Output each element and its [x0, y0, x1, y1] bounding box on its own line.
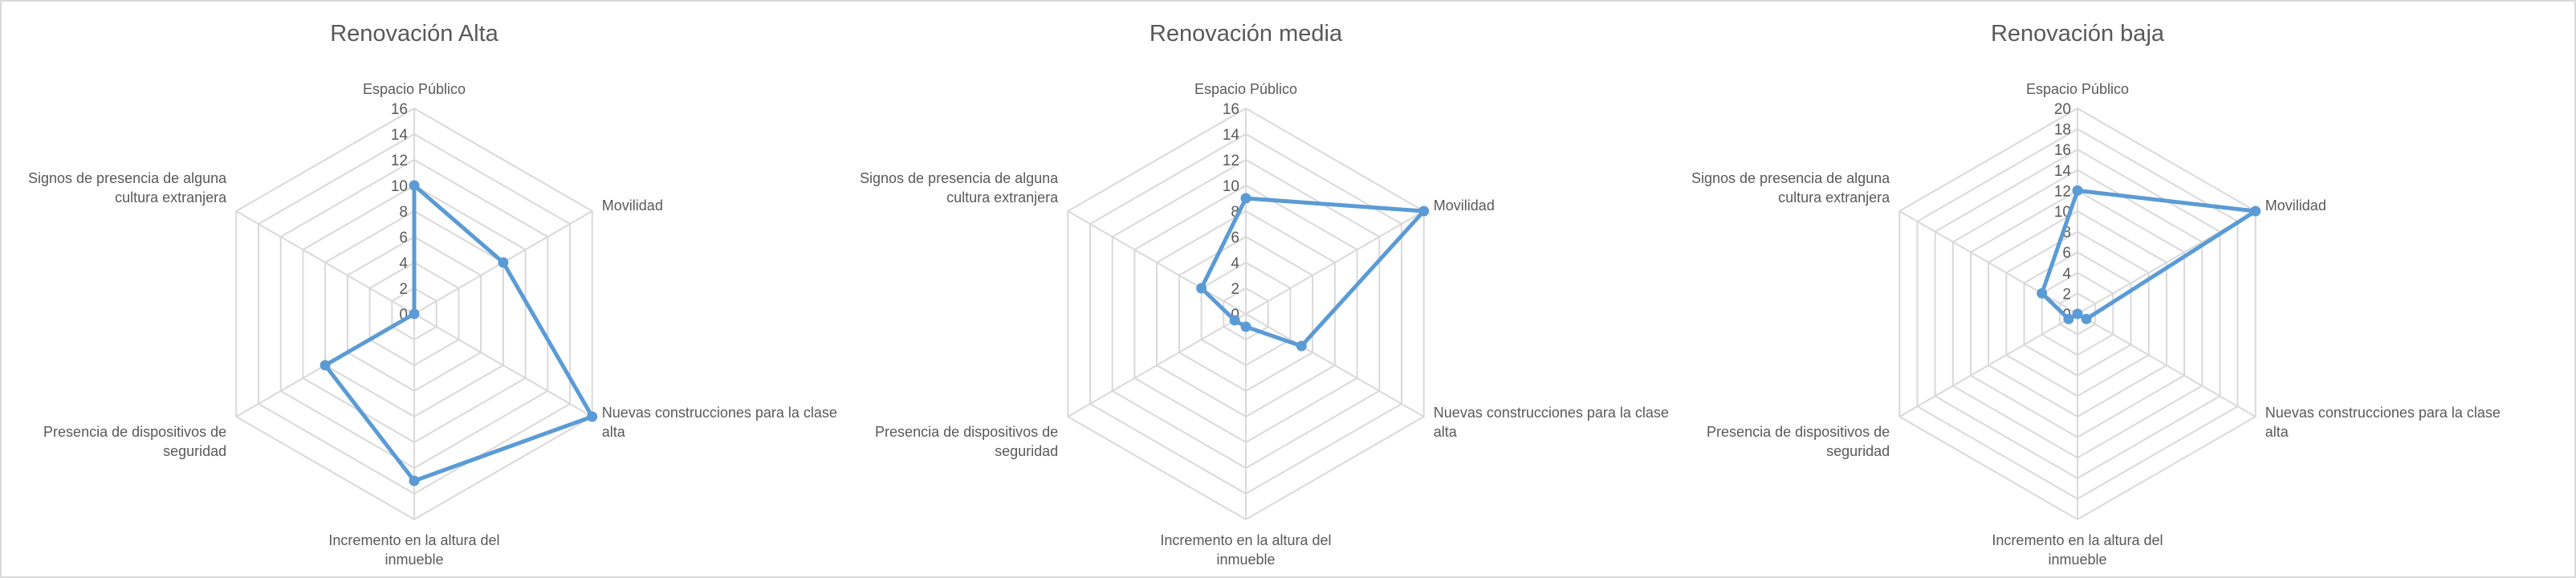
axis-spoke: [1245, 210, 1425, 315]
data-point: [1240, 193, 1251, 204]
radar-chart-renovacion-media: Renovación media 0 2 4 6 8 10 12 14 16 Espacio Pú…: [860, 21, 1669, 568]
tick-label: 2: [2062, 286, 2071, 303]
data-point: [2063, 313, 2074, 324]
data-point: [1240, 321, 1251, 332]
tick-label: 4: [1231, 255, 1239, 272]
radar-chart-renovacion-baja: Renovación baja 02468101214161820Espacio…: [1691, 21, 2501, 568]
tick-label: 0: [1231, 307, 1239, 324]
tick-label: 2: [1231, 281, 1239, 298]
chart-title: Renovación Alta: [330, 21, 499, 47]
data-point: [409, 475, 420, 486]
tick-label: 16: [1223, 101, 1239, 118]
axis-spoke: [2077, 313, 2257, 417]
tick-label: 6: [1231, 230, 1239, 246]
axis-spoke: [1067, 313, 1247, 417]
axis-label: Incremento en la altura del inmueble: [1160, 532, 1331, 568]
axis-label: Nuevas construcciones para la clase alta: [1434, 405, 1669, 440]
axis-label: Presencia de dispositivos de seguridad: [43, 424, 226, 459]
data-point: [409, 308, 420, 320]
tick-label: 12: [1223, 153, 1239, 169]
axis-label: Movilidad: [602, 197, 663, 214]
data-point: [1196, 283, 1207, 294]
chart-title: Renovación media: [1150, 21, 1343, 47]
data-point: [2072, 185, 2083, 196]
axis-label: Nuevas construcciones para la clase alta: [602, 405, 837, 440]
data-point: [2081, 313, 2092, 324]
data-point: [1296, 340, 1307, 352]
tick-label: 14: [391, 127, 409, 144]
data-point: [2072, 308, 2083, 320]
axis-label: Movilidad: [2265, 197, 2326, 214]
tick-label: 10: [1223, 178, 1239, 195]
tick-label: 0: [399, 307, 408, 324]
tick-label: 14: [1223, 127, 1240, 144]
tick-label: 8: [399, 204, 408, 221]
tick-label: 4: [2062, 266, 2071, 283]
axis-label: Espacio Público: [363, 81, 466, 97]
axis-label: Espacio Público: [2026, 81, 2129, 97]
axis-label: Signos de presencia de alguna cultura ext…: [28, 170, 227, 206]
tick-label: 18: [2054, 122, 2071, 139]
axis-label: Signos de presencia de alguna cultura ext…: [1691, 170, 1890, 206]
axis-label: Incremento en la altura del inmueble: [1992, 532, 2163, 568]
data-point: [2037, 287, 2048, 299]
tick-label: 20: [2054, 101, 2071, 118]
tick-label: 16: [391, 101, 408, 118]
axis-label: Movilidad: [1434, 197, 1495, 214]
tick-label: 12: [2054, 183, 2071, 200]
tick-label: 10: [391, 178, 408, 195]
axis-label: Presencia de dispositivos de seguridad: [875, 424, 1058, 459]
axis-spoke: [1245, 313, 1425, 417]
data-point: [498, 257, 509, 268]
chart-title: Renovación baja: [1991, 21, 2165, 47]
tick-label: 6: [399, 230, 408, 246]
tick-label: 4: [399, 255, 408, 272]
axis-label: Incremento en la altura del inmueble: [328, 532, 499, 568]
data-point: [319, 360, 331, 371]
tick-label: 8: [1231, 204, 1239, 221]
radar-chart-renovacion-alta: Renovación Alta 0 2 4 6 8 10 12 14 16 Espacio Púb…: [28, 21, 837, 568]
axis-label: Nuevas construcciones para la clase alta: [2265, 405, 2501, 440]
tick-label: 12: [391, 153, 408, 169]
data-point: [2250, 206, 2261, 217]
axis-spoke: [1898, 313, 2078, 417]
axis-label: Signos de presencia de alguna cultura ext…: [860, 170, 1059, 206]
tick-label: 8: [2062, 225, 2071, 242]
data-point: [1229, 315, 1240, 326]
tick-label: 14: [2054, 163, 2072, 180]
data-point: [587, 411, 598, 422]
tick-label: 2: [399, 281, 408, 298]
axis-spoke: [235, 210, 415, 315]
data-point: [1418, 206, 1430, 217]
data-point: [409, 180, 420, 191]
axis-spoke: [1067, 210, 1247, 315]
tick-label: 16: [2054, 142, 2071, 159]
axis-label: Presencia de dispositivos de seguridad: [1707, 424, 1890, 459]
axis-label: Espacio Público: [1194, 81, 1297, 97]
tick-label: 6: [2062, 245, 2071, 262]
axis-spoke: [413, 313, 593, 417]
